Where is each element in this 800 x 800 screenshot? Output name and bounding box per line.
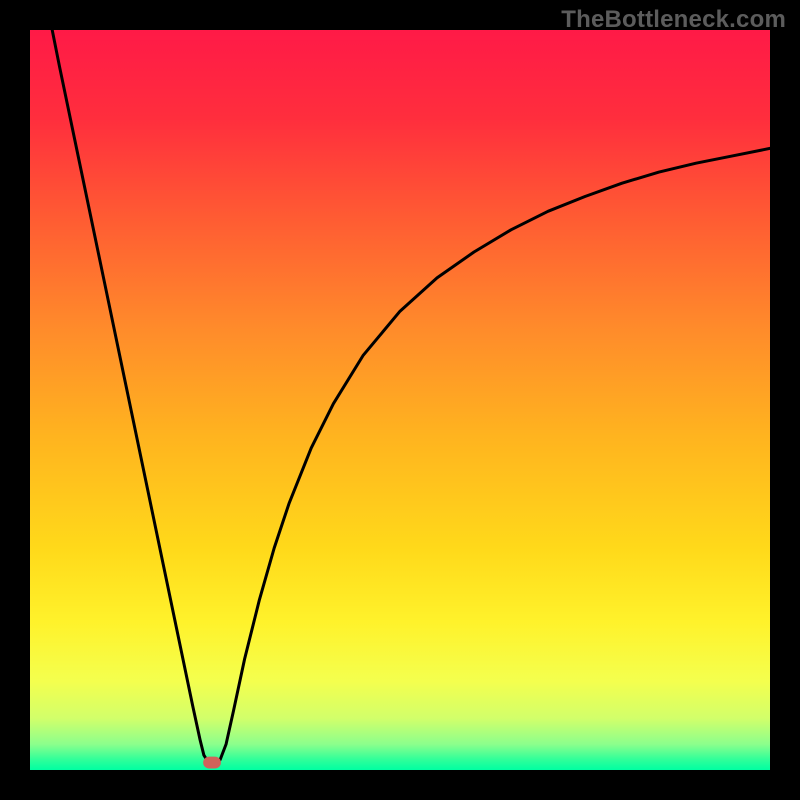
optimal-marker: [203, 757, 221, 769]
watermark-text: TheBottleneck.com: [561, 6, 786, 34]
bottleneck-chart: [0, 0, 800, 800]
gradient-background: [30, 30, 770, 770]
chart-frame: TheBottleneck.com: [0, 0, 800, 800]
